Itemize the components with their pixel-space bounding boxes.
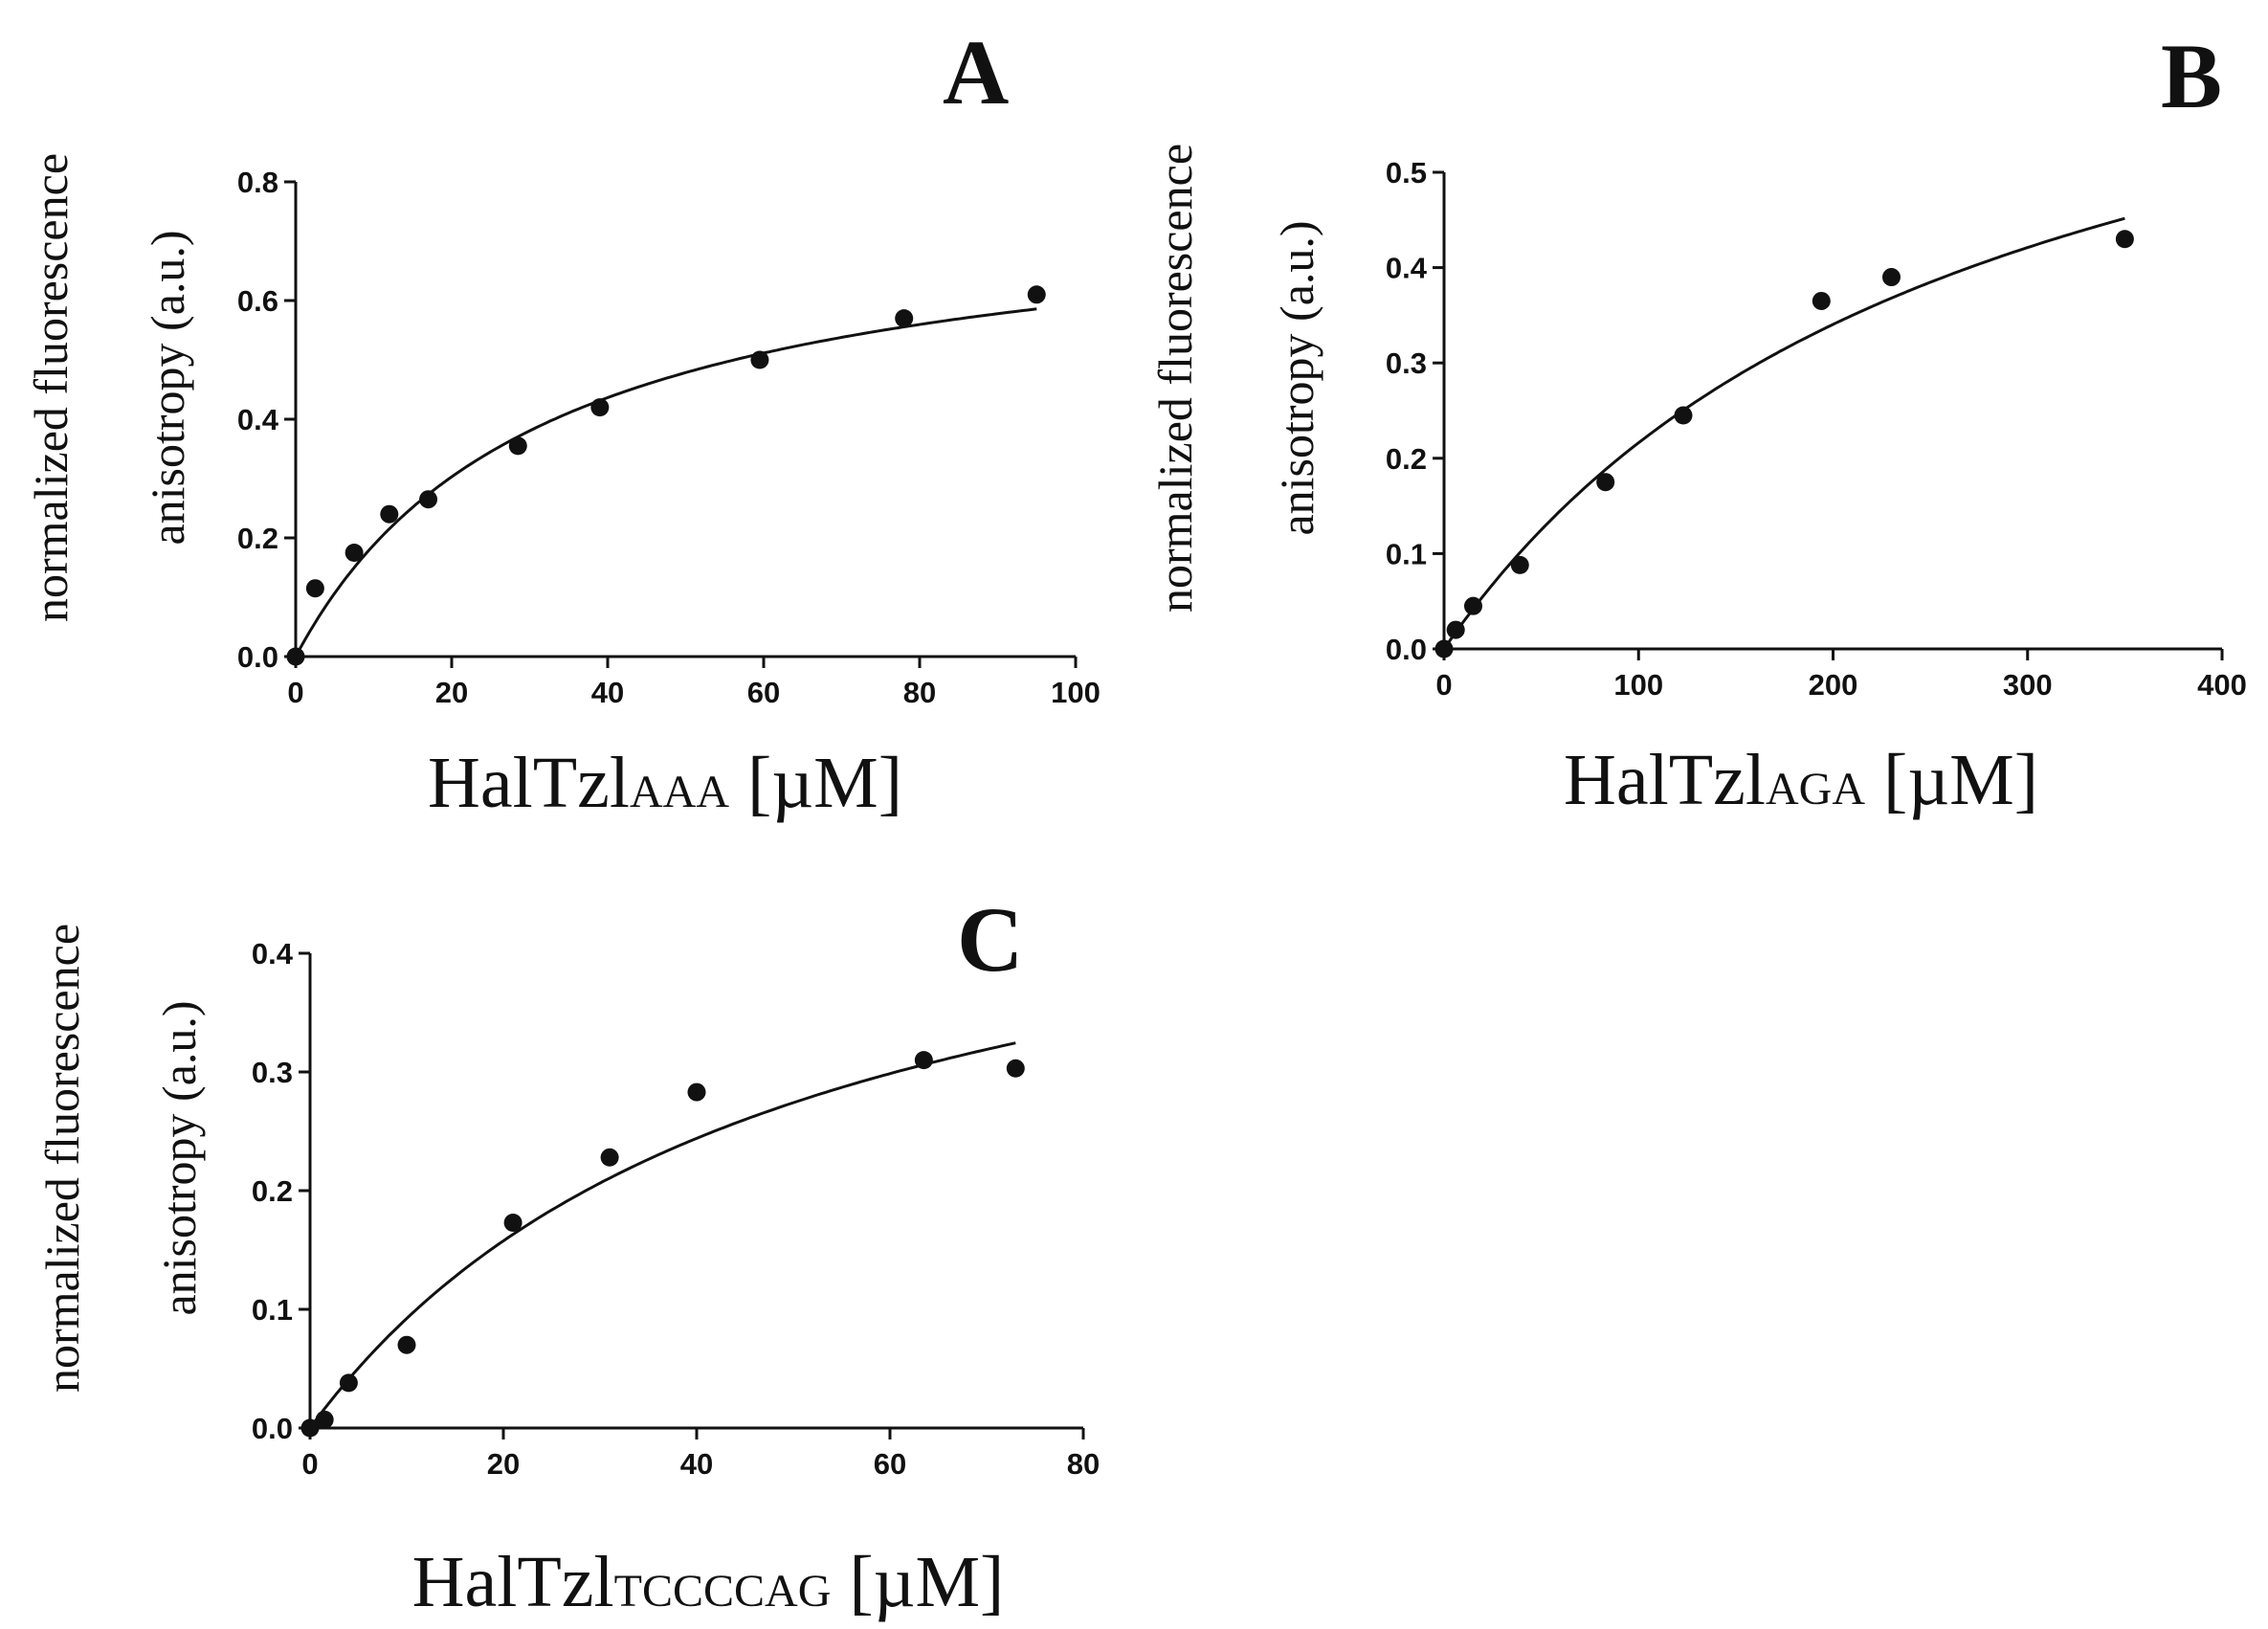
x-tick-label: 40 bbox=[591, 676, 624, 709]
data-point bbox=[305, 579, 324, 598]
panel-letter: B bbox=[2161, 25, 2222, 127]
x-tick-label: 400 bbox=[2197, 668, 2247, 702]
plot-area: 0.0 0.1 0.2 0.3 0.4 0 20 40 60 80 bbox=[252, 937, 1100, 1481]
y-axis-label-line1: normalized fluorescence bbox=[35, 924, 89, 1393]
data-point bbox=[687, 1082, 706, 1102]
x-tick-label: 0 bbox=[1435, 668, 1452, 702]
x-tick-label: 0 bbox=[301, 1447, 318, 1481]
data-point bbox=[419, 490, 438, 509]
data-point bbox=[397, 1335, 416, 1354]
y-tick-label: 0.8 bbox=[237, 166, 278, 199]
x-axis-label: HalTzlTCCCCAG [µM] bbox=[412, 1542, 1005, 1622]
data-point bbox=[750, 350, 769, 369]
panel-b: B normalized fluorescence anisotropy (a.… bbox=[1148, 25, 2247, 820]
x-tick-label: 80 bbox=[1067, 1447, 1100, 1481]
y-tick-label: 0.2 bbox=[252, 1174, 293, 1208]
y-axis-label-line1: normalized fluorescence bbox=[24, 153, 78, 622]
data-point bbox=[1006, 1059, 1025, 1078]
plot-area: 0.0 0.2 0.4 0.6 0.8 0 20 40 60 80 100 bbox=[237, 166, 1101, 709]
data-point bbox=[1446, 620, 1465, 639]
y-tick-label: 0.2 bbox=[237, 522, 278, 555]
data-point bbox=[2115, 230, 2134, 249]
fit-curve bbox=[1442, 216, 2125, 650]
y-tick-label: 0.1 bbox=[252, 1293, 293, 1327]
data-point bbox=[1674, 406, 1693, 425]
x-tick-label: 100 bbox=[1051, 676, 1101, 709]
y-axis-label-line2: anisotropy (a.u.) bbox=[1270, 220, 1323, 535]
data-point bbox=[286, 647, 305, 666]
y-axis-label-line2: anisotropy (a.u.) bbox=[141, 230, 194, 545]
data-point bbox=[895, 309, 914, 328]
data-point bbox=[1510, 555, 1529, 574]
data-point bbox=[339, 1373, 358, 1393]
panel-letter: A bbox=[943, 21, 1009, 123]
x-axis-label-unit: [µM] bbox=[1865, 740, 2038, 820]
fit-curve bbox=[308, 1041, 1016, 1429]
data-point bbox=[380, 504, 399, 524]
plot-area: 0.0 0.1 0.2 0.3 0.4 0.5 0 100 200 300 400 bbox=[1386, 156, 2247, 702]
data-point bbox=[503, 1213, 523, 1232]
data-point bbox=[600, 1148, 619, 1167]
data-point bbox=[914, 1051, 933, 1070]
x-tick-label: 300 bbox=[2003, 668, 2053, 702]
x-axis-label-main: HalTzl bbox=[412, 1542, 614, 1622]
x-axis-label: HalTzlAAA [µM] bbox=[428, 743, 902, 823]
y-tick-label: 0.0 bbox=[237, 640, 278, 674]
x-axis-label-main: HalTzl bbox=[428, 743, 630, 823]
fit-curve bbox=[294, 307, 1037, 658]
y-tick-label: 0.4 bbox=[252, 937, 294, 971]
data-point bbox=[1463, 596, 1482, 615]
x-axis-label-main: HalTzl bbox=[1564, 740, 1766, 820]
x-tick-label: 40 bbox=[680, 1447, 713, 1481]
data-point bbox=[1596, 473, 1615, 492]
data-point bbox=[1881, 268, 1901, 287]
y-tick-label: 0.4 bbox=[237, 403, 279, 436]
y-tick-label: 0.3 bbox=[1386, 346, 1427, 380]
y-tick-label: 0.5 bbox=[1386, 156, 1427, 190]
data-point bbox=[300, 1418, 320, 1438]
x-tick-label: 0 bbox=[287, 676, 303, 709]
x-tick-label: 20 bbox=[487, 1447, 520, 1481]
x-tick-label: 20 bbox=[435, 676, 468, 709]
x-tick-label: 80 bbox=[903, 676, 936, 709]
x-axis-label-unit: [µM] bbox=[729, 743, 902, 823]
panel-a: A normalized fluorescence anisotropy (a.… bbox=[24, 21, 1101, 823]
data-point bbox=[508, 436, 527, 456]
data-point bbox=[345, 544, 364, 562]
x-tick-label: 100 bbox=[1613, 668, 1663, 702]
x-tick-label: 60 bbox=[874, 1447, 906, 1481]
y-tick-label: 0.0 bbox=[252, 1412, 293, 1445]
data-point bbox=[1812, 291, 1831, 310]
y-axis-label-line2: anisotropy (a.u.) bbox=[152, 1000, 206, 1315]
y-tick-label: 0.0 bbox=[1386, 633, 1427, 666]
x-axis-label-subscript: TCCCCAG bbox=[614, 1566, 832, 1617]
y-tick-label: 0.4 bbox=[1386, 252, 1428, 285]
x-tick-label: 60 bbox=[747, 676, 780, 709]
panel-letter: C bbox=[957, 888, 1023, 991]
panel-c: C normalized fluorescence anisotropy (a.… bbox=[35, 888, 1100, 1622]
x-axis-label: HalTzlAGA [µM] bbox=[1564, 740, 2038, 820]
data-point bbox=[590, 398, 610, 417]
data-point bbox=[1434, 639, 1454, 658]
data-point bbox=[1027, 285, 1046, 304]
x-axis-label-subscript: AGA bbox=[1766, 764, 1865, 814]
y-tick-label: 0.2 bbox=[1386, 442, 1427, 476]
x-axis-label-subscript: AAA bbox=[630, 767, 729, 817]
x-tick-label: 200 bbox=[1809, 668, 1858, 702]
y-axis-label-line1: normalized fluorescence bbox=[1148, 144, 1202, 613]
y-tick-label: 0.6 bbox=[237, 284, 278, 318]
data-point bbox=[315, 1410, 334, 1429]
y-tick-label: 0.3 bbox=[252, 1056, 293, 1089]
y-tick-label: 0.1 bbox=[1386, 537, 1427, 570]
x-axis-label-unit: [µM] bbox=[831, 1542, 1004, 1622]
